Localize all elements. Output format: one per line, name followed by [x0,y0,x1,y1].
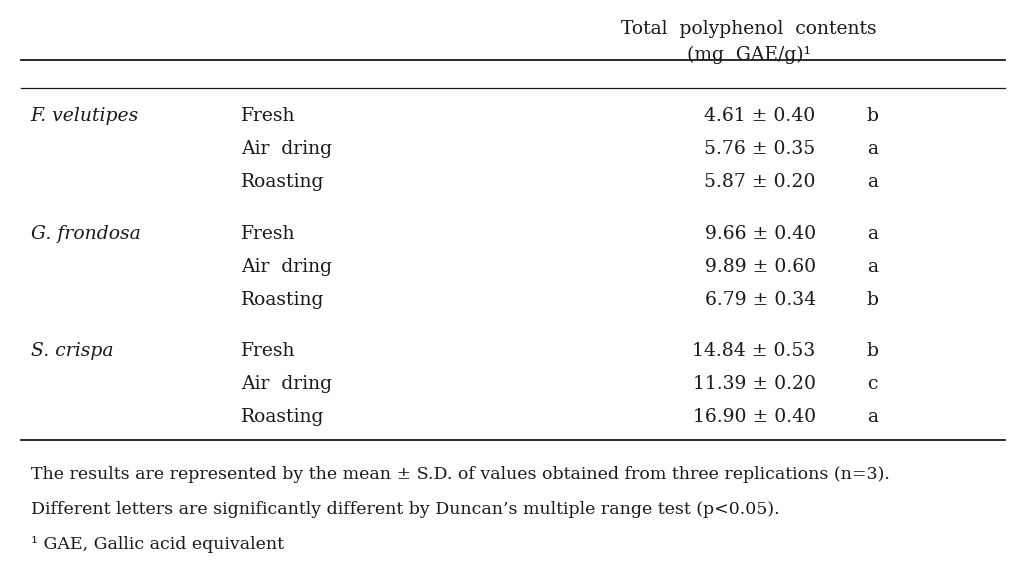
Text: a: a [867,408,878,426]
Text: b: b [867,342,879,360]
Text: Fresh: Fresh [241,225,295,243]
Text: 4.61 ± 0.40: 4.61 ± 0.40 [705,107,816,125]
Text: F. velutipes: F. velutipes [31,107,140,125]
Text: 16.90 ± 0.40: 16.90 ± 0.40 [693,408,816,426]
Text: Roasting: Roasting [241,173,324,192]
Text: Air  dring: Air dring [241,258,332,276]
Text: b: b [867,291,879,309]
Text: a: a [867,258,878,276]
Text: 11.39 ± 0.20: 11.39 ± 0.20 [693,375,816,393]
Text: 14.84 ± 0.53: 14.84 ± 0.53 [693,342,816,360]
Text: Roasting: Roasting [241,291,324,309]
Text: Air  dring: Air dring [241,140,332,158]
Text: Total  polyphenol  contents: Total polyphenol contents [621,20,877,38]
Text: S. crispa: S. crispa [31,342,113,360]
Text: c: c [867,375,877,393]
Text: a: a [867,140,878,158]
Text: 9.89 ± 0.60: 9.89 ± 0.60 [705,258,816,276]
Text: a: a [867,225,878,243]
Text: Different letters are significantly different by Duncan’s multiple range test (p: Different letters are significantly diff… [31,501,780,518]
Text: Air  dring: Air dring [241,375,332,393]
Text: ¹ GAE, Gallic acid equivalent: ¹ GAE, Gallic acid equivalent [31,536,284,553]
Text: Fresh: Fresh [241,107,295,125]
Text: Roasting: Roasting [241,408,324,426]
Text: The results are represented by the mean ± S.D. of values obtained from three rep: The results are represented by the mean … [31,466,890,483]
Text: G. frondosa: G. frondosa [31,225,141,243]
Text: b: b [867,107,879,125]
Text: a: a [867,173,878,192]
Text: Fresh: Fresh [241,342,295,360]
Text: 6.79 ± 0.34: 6.79 ± 0.34 [705,291,816,309]
Text: 5.87 ± 0.20: 5.87 ± 0.20 [704,173,816,192]
Text: 9.66 ± 0.40: 9.66 ± 0.40 [705,225,816,243]
Text: 5.76 ± 0.35: 5.76 ± 0.35 [705,140,816,158]
Text: (mg  GAE/g)¹: (mg GAE/g)¹ [687,46,811,64]
